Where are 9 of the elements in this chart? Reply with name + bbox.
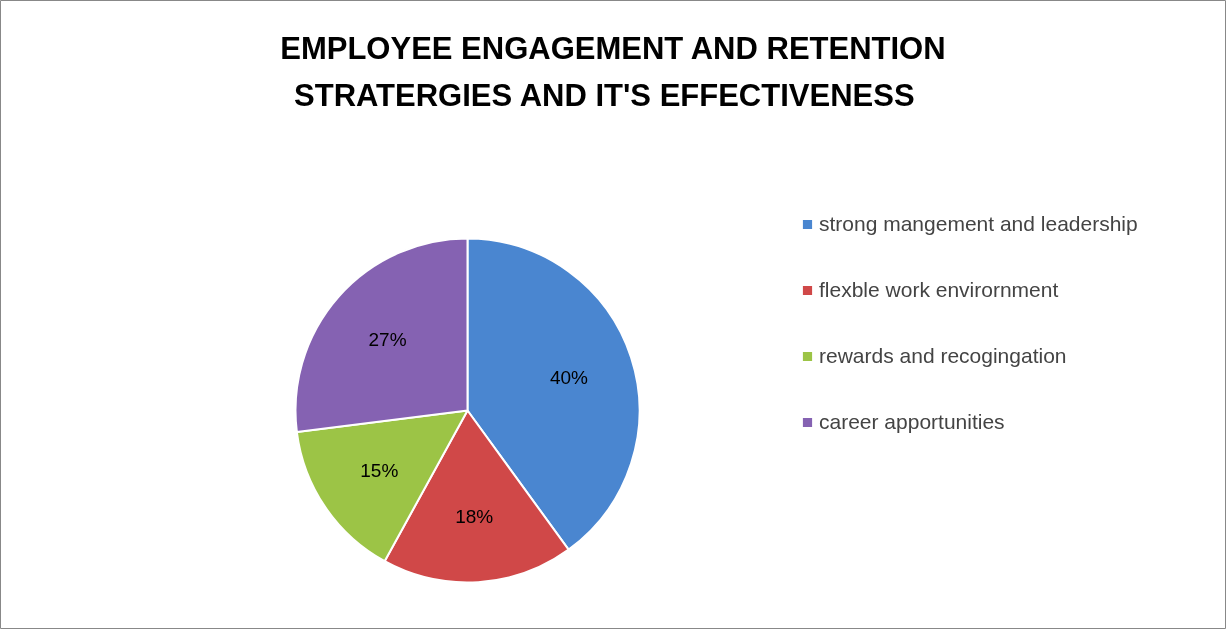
data-label: 40% bbox=[549, 367, 589, 389]
data-label: 18% bbox=[455, 506, 494, 528]
data-label: 27% bbox=[368, 329, 407, 351]
data-label: 15% bbox=[360, 459, 399, 481]
legend-label: strong mangement and leadership bbox=[819, 212, 1138, 236]
legend-label: flexble work envirornment bbox=[819, 278, 1059, 302]
legend-label: career apportunities bbox=[819, 410, 1005, 434]
legend-label: rewards and recogingation bbox=[819, 344, 1067, 368]
chart-title: EMPLOYEE ENGAGEMENT AND RETENTION STRATERGIES AND IT'S EFFECTIVENESS bbox=[280, 30, 946, 113]
